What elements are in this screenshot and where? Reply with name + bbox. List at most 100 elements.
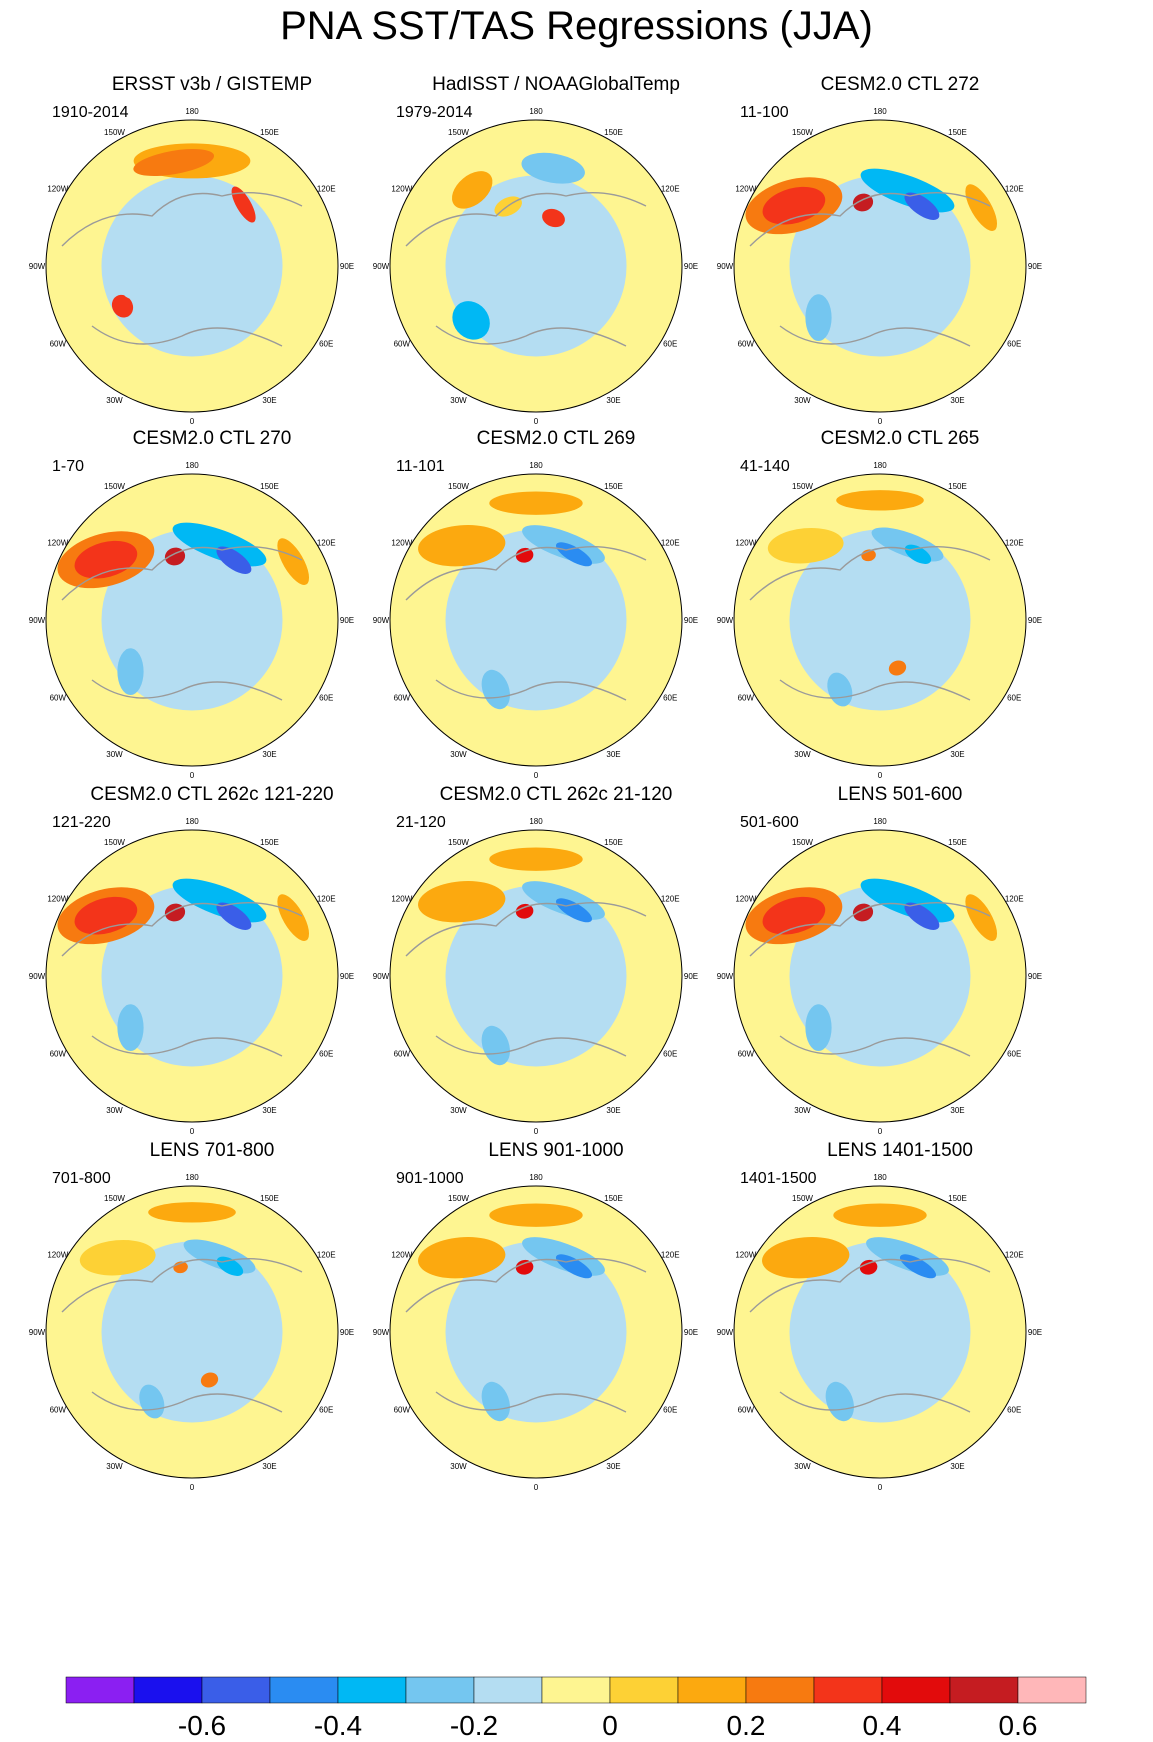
longitude-label: 150W bbox=[448, 838, 469, 847]
regression-contour bbox=[805, 294, 832, 342]
panel-title: CESM2.0 CTL 270 bbox=[132, 428, 292, 449]
polar-map: 180 150E 120E 90E 60E 30E 0 30W 60W 90W 120W 150W bbox=[29, 461, 354, 780]
regression-contour bbox=[489, 1203, 583, 1227]
panel-period: 11-100 bbox=[740, 104, 789, 121]
map-panel: LENS 701-800 701-800 180 150E 120E 90E 60E 30E 0… bbox=[20, 1140, 404, 1532]
coastline bbox=[405, 1258, 647, 1413]
longitude-label: 120W bbox=[735, 539, 756, 548]
longitude-label: 180 bbox=[873, 817, 887, 826]
panel-title: ERSST v3b / GISTEMP bbox=[111, 74, 313, 95]
longitude-label: 30E bbox=[262, 396, 276, 405]
colorbar-tick-label: 0 bbox=[602, 1710, 618, 1741]
regression-contour bbox=[481, 1025, 510, 1066]
colorbar-swatch bbox=[949, 1676, 1019, 1704]
longitude-label: 30W bbox=[450, 1106, 467, 1115]
regression-contour bbox=[489, 847, 583, 871]
polar-map: 180 150E 120E 90E 60E 30E 0 30W 60W 90W 120W 150W bbox=[373, 1173, 698, 1492]
longitude-label: 30W bbox=[450, 396, 467, 405]
panel-period: 1401-1500 bbox=[740, 1170, 817, 1187]
field-region bbox=[789, 885, 971, 1067]
longitude-label: 30E bbox=[606, 1462, 620, 1471]
longitude-label: 0 bbox=[190, 1127, 195, 1136]
longitude-label: 0 bbox=[878, 771, 883, 780]
regression-contour bbox=[515, 547, 534, 563]
longitude-label: 90W bbox=[373, 262, 390, 271]
longitude-label: 0 bbox=[878, 417, 883, 426]
longitude-label: 60E bbox=[1007, 694, 1021, 703]
regression-contour bbox=[418, 881, 506, 923]
coastline bbox=[749, 546, 991, 701]
longitude-label: 180 bbox=[529, 1173, 543, 1182]
panel-title: CESM2.0 CTL 262c 121-220 bbox=[90, 784, 334, 805]
colorbar-swatch bbox=[1017, 1676, 1087, 1704]
panel-title: CESM2.0 CTL 272 bbox=[820, 74, 980, 95]
longitude-label: 60W bbox=[738, 1050, 755, 1059]
polar-map: 180 150E 120E 90E 60E 30E 0 30W 60W 90W 120W 150W bbox=[717, 107, 1042, 426]
longitude-label: 150W bbox=[448, 128, 469, 137]
longitude-label: 120E bbox=[661, 1251, 680, 1260]
field-region bbox=[101, 175, 283, 357]
field-region bbox=[101, 529, 283, 711]
map-boundary bbox=[389, 1185, 683, 1479]
regression-contour bbox=[762, 1237, 850, 1279]
longitude-label: 30W bbox=[794, 396, 811, 405]
map-boundary bbox=[45, 1185, 339, 1479]
colorbar-swatch bbox=[813, 1676, 883, 1704]
map-panel: CESM2.0 CTL 265 41-140 180 150E 120E 90E 60E 30… bbox=[708, 428, 1092, 820]
regression-contour bbox=[117, 648, 144, 696]
longitude-label: 60W bbox=[738, 340, 755, 349]
longitude-label: 120E bbox=[1005, 1251, 1024, 1260]
longitude-label: 30W bbox=[794, 1462, 811, 1471]
map-panel: CESM2.0 CTL 269 11-101 180 150E 120E 90E 60E 30… bbox=[364, 428, 748, 820]
longitude-label: 0 bbox=[878, 1127, 883, 1136]
polar-map: 180 150E 120E 90E 60E 30E 0 30W 60W 90W 120W 150W bbox=[717, 817, 1042, 1136]
colorbar-swatch bbox=[473, 1676, 543, 1704]
colorbar-tick-label: -0.4 bbox=[314, 1710, 362, 1741]
longitude-label: 90E bbox=[1028, 972, 1042, 981]
longitude-label: 60E bbox=[663, 340, 677, 349]
longitude-label: 90E bbox=[684, 972, 698, 981]
colorbar-tick-label: -0.2 bbox=[450, 1710, 498, 1741]
longitude-label: 180 bbox=[873, 107, 887, 116]
regression-contour bbox=[172, 878, 267, 923]
longitude-label: 0 bbox=[878, 1483, 883, 1492]
map-boundary bbox=[733, 119, 1027, 413]
longitude-label: 180 bbox=[185, 1173, 199, 1182]
field-region bbox=[789, 175, 971, 357]
regression-contour bbox=[515, 903, 534, 919]
longitude-label: 120E bbox=[317, 895, 336, 904]
colorbar-swatch bbox=[677, 1676, 747, 1704]
longitude-label: 30E bbox=[950, 396, 964, 405]
regression-contour bbox=[860, 878, 955, 923]
longitude-label: 60E bbox=[663, 1406, 677, 1415]
polar-map: 180 150E 120E 90E 60E 30E 0 30W 60W 90W 120W 150W bbox=[29, 817, 354, 1136]
longitude-label: 90W bbox=[29, 616, 46, 625]
regression-contour bbox=[418, 525, 506, 567]
regression-contour bbox=[277, 894, 310, 941]
longitude-label: 120E bbox=[661, 895, 680, 904]
map-panel: LENS 901-1000 901-1000 180 150E 120E 90E 60E 30… bbox=[364, 1140, 748, 1532]
longitude-label: 120W bbox=[47, 1251, 68, 1260]
longitude-label: 90E bbox=[1028, 262, 1042, 271]
regression-contour bbox=[481, 669, 510, 710]
regression-contour bbox=[555, 1254, 593, 1279]
regression-contour bbox=[121, 278, 140, 299]
map-panel: CESM2.0 CTL 262c 21-120 21-120 180 150E 120E… bbox=[364, 784, 748, 1176]
regression-contour bbox=[859, 1259, 878, 1275]
longitude-label: 120E bbox=[1005, 185, 1024, 194]
regression-contour bbox=[767, 527, 844, 564]
longitude-label: 90W bbox=[373, 972, 390, 981]
field-region bbox=[445, 529, 627, 711]
map-panel: CESM2.0 CTL 272 11-100 180 150E 120E 90E 60E 30… bbox=[708, 74, 1092, 466]
coastline bbox=[61, 546, 303, 701]
longitude-label: 90W bbox=[373, 616, 390, 625]
longitude-label: 90W bbox=[717, 1328, 734, 1337]
longitude-label: 0 bbox=[190, 771, 195, 780]
regression-contour bbox=[805, 1004, 832, 1052]
field-region bbox=[101, 1241, 283, 1423]
longitude-label: 150W bbox=[104, 128, 125, 137]
map-panel: ERSST v3b / GISTEMP 1910-2014 180 150E 120E 9… bbox=[20, 74, 404, 466]
panel-period: 1-70 bbox=[52, 458, 85, 475]
panel-title: CESM2.0 CTL 265 bbox=[820, 428, 980, 449]
longitude-label: 150E bbox=[948, 838, 967, 847]
